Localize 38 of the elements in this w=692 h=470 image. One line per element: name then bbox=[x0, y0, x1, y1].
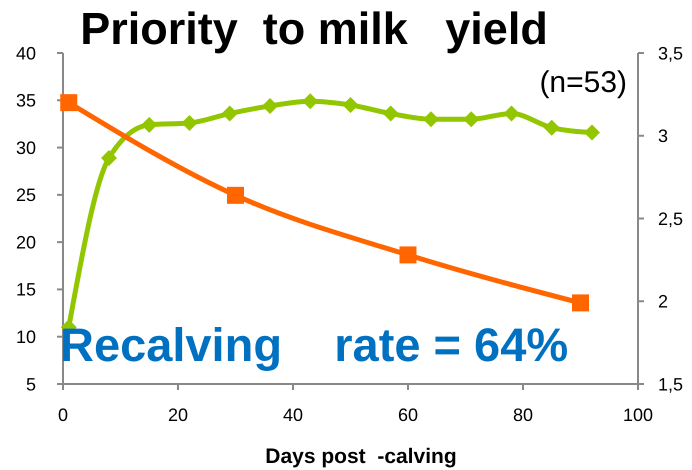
annotation: (n=53) bbox=[539, 66, 627, 99]
y2-tick-label: 2 bbox=[658, 292, 668, 312]
x-tick-label: 0 bbox=[58, 405, 68, 425]
y2-tick-label: 2,5 bbox=[658, 208, 684, 229]
y2-tick-label: 1,5 bbox=[658, 374, 684, 394]
y-tick-label: 10 bbox=[16, 327, 36, 348]
y-tick-label: 30 bbox=[16, 138, 36, 158]
y-tick-label: 15 bbox=[16, 280, 36, 300]
point bbox=[227, 186, 244, 204]
point bbox=[572, 294, 589, 312]
y-tick-label: 20 bbox=[16, 232, 36, 252]
y-tick-label: 35 bbox=[16, 90, 36, 111]
x-tick-label: 80 bbox=[512, 405, 534, 425]
y2-tick-label: 3 bbox=[658, 126, 668, 146]
y-tick-label: 40 bbox=[16, 43, 36, 64]
y-tick-label: 25 bbox=[16, 185, 36, 206]
point bbox=[342, 97, 358, 114]
x-tick-label: 60 bbox=[398, 405, 418, 425]
x-tick-label: 20 bbox=[168, 405, 188, 425]
point bbox=[60, 94, 78, 112]
point bbox=[544, 120, 560, 136]
y2-tick-label: 3,5 bbox=[658, 43, 684, 64]
x-tick-label: 100 bbox=[622, 405, 654, 425]
point bbox=[222, 106, 238, 122]
point bbox=[101, 150, 117, 166]
x-axis-title: Days post -calving bbox=[265, 445, 457, 468]
x-tick-label: 40 bbox=[282, 405, 304, 425]
chart-title: Priority to milk yield bbox=[80, 3, 548, 54]
point bbox=[262, 98, 278, 114]
point bbox=[504, 106, 520, 122]
point bbox=[584, 124, 600, 140]
point bbox=[141, 116, 158, 133]
point bbox=[182, 114, 198, 131]
point bbox=[423, 111, 439, 128]
y-tick-label: 5 bbox=[26, 374, 36, 394]
point bbox=[400, 246, 416, 264]
point bbox=[382, 106, 399, 122]
annotation: Recalving rate = 64% bbox=[60, 318, 568, 371]
